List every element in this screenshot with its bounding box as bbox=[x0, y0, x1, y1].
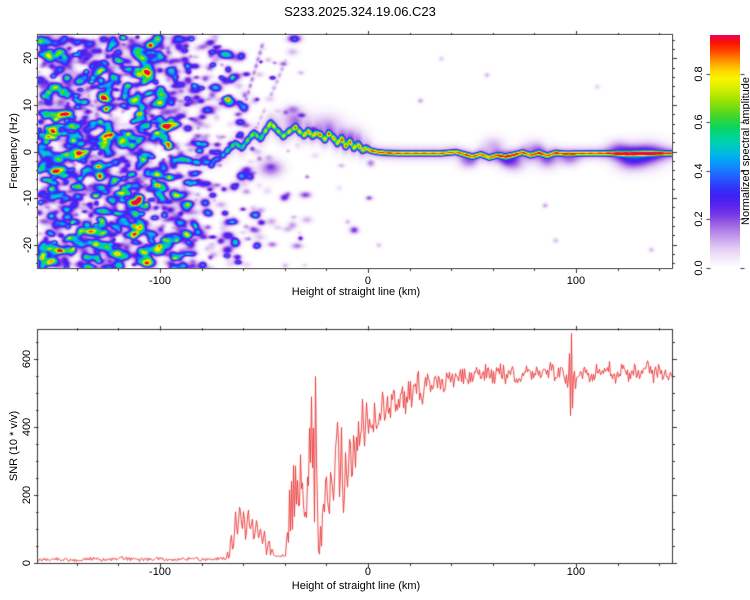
snr-y-tick-label: 400 bbox=[21, 417, 33, 436]
spectrogram-x-tick-label: 0 bbox=[364, 275, 372, 287]
snr-y-tick-label: 200 bbox=[21, 485, 33, 505]
spectrogram-x-axis-title: Height of straight line (km) bbox=[291, 286, 421, 298]
snr-y-tick-label: 600 bbox=[21, 349, 33, 368]
snr-x-tick-label: -100 bbox=[149, 566, 172, 578]
spectrogram-y-tick-label: -20 bbox=[22, 236, 34, 253]
snr-x-tick-label: 100 bbox=[566, 566, 586, 578]
colorbar-tick-label: 0.2 bbox=[693, 211, 705, 228]
colorbar-title: Normalized spectral amplitude bbox=[740, 77, 750, 225]
colorbar-tick-label: 0.4 bbox=[693, 163, 705, 179]
spectrogram-x-tick-label: -100 bbox=[149, 275, 172, 287]
snr-x-axis-title: Height of straight line (km) bbox=[291, 580, 421, 592]
spectrogram-x-tick-label: 100 bbox=[566, 275, 586, 287]
snr-y-tick-label: 0 bbox=[21, 559, 33, 567]
snr-line-canvas bbox=[38, 330, 672, 563]
spectrogram-y-axis-title: Frequency (Hz) bbox=[8, 113, 20, 189]
snr-y-axis-title: SNR (10 * v/v) bbox=[8, 410, 20, 482]
spectrogram-y-tick-label: 0 bbox=[22, 148, 34, 155]
snr-x-tick-label: 0 bbox=[364, 566, 372, 578]
colorbar-tick-label: 0.8 bbox=[693, 66, 705, 82]
spectrogram-canvas bbox=[38, 35, 672, 268]
colorbar-tick-label: 0.6 bbox=[693, 114, 705, 131]
spectrogram-y-tick-label: 20 bbox=[22, 52, 34, 65]
spectrogram-y-tick-label: -10 bbox=[22, 190, 34, 207]
colorbar-gradient bbox=[710, 35, 740, 268]
spectrogram-y-tick-label: 10 bbox=[22, 98, 34, 112]
colorbar-tick-label: 0.0 bbox=[693, 260, 705, 276]
